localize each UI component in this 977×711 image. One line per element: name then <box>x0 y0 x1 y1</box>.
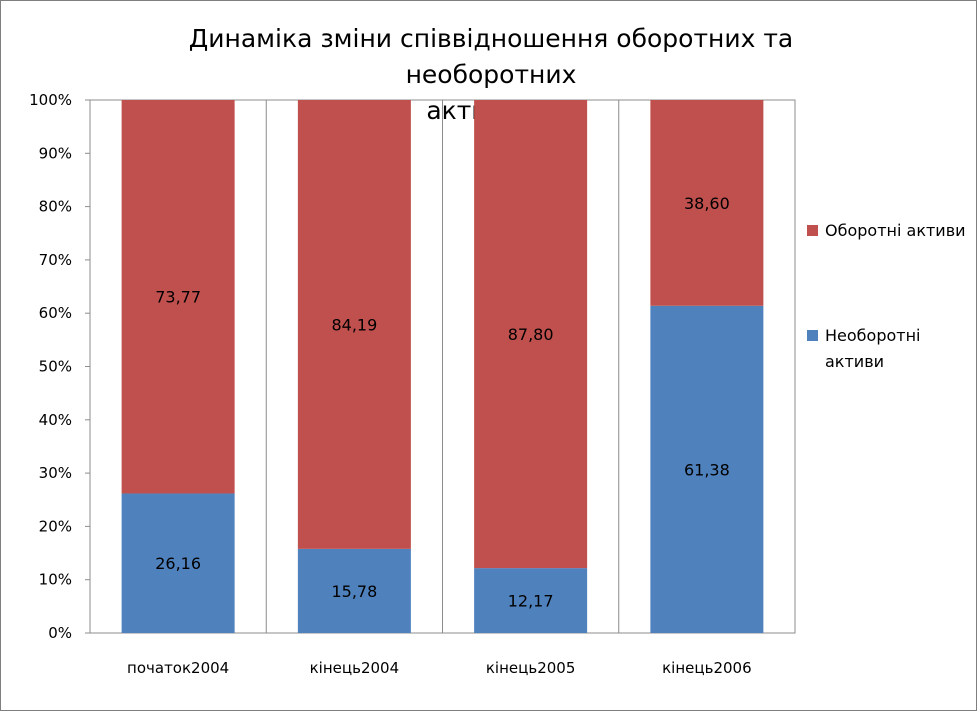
bar-segment <box>474 568 588 633</box>
data-label: 26,16 <box>155 554 201 573</box>
legend-label: Оборотні активи <box>825 221 966 240</box>
x-category-label: початок2004 <box>127 659 229 677</box>
y-tick-label: 40% <box>39 411 72 429</box>
legend-label: Необоротні <box>825 326 921 345</box>
legend-label: активи <box>825 352 884 371</box>
y-tick-label: 50% <box>39 358 72 376</box>
data-label: 15,78 <box>331 582 377 601</box>
y-tick-label: 0% <box>48 624 72 642</box>
chart-title-line-1: Динаміка зміни співвідношення оборотних … <box>188 24 794 89</box>
bar-segment <box>474 100 588 569</box>
y-tick-label: 60% <box>39 304 72 322</box>
x-category-label: кінець2005 <box>486 659 576 677</box>
y-tick-label: 20% <box>39 517 72 535</box>
bar-segment <box>121 100 235 494</box>
data-label: 87,80 <box>508 325 554 344</box>
legend-swatch <box>807 225 818 236</box>
bar-segment <box>297 548 411 633</box>
y-tick-label: 100% <box>29 91 72 109</box>
bar-segment <box>121 493 235 633</box>
x-category-label: кінець2004 <box>310 659 400 677</box>
legend-swatch <box>807 330 818 341</box>
bar-segment <box>650 100 764 306</box>
y-tick-label: 80% <box>39 198 72 216</box>
y-tick-label: 10% <box>39 571 72 589</box>
y-tick-label: 70% <box>39 251 72 269</box>
data-label: 12,17 <box>508 592 554 611</box>
y-tick-label: 30% <box>39 464 72 482</box>
data-label: 84,19 <box>331 315 377 334</box>
data-label: 61,38 <box>684 460 730 479</box>
data-label: 73,77 <box>155 288 201 307</box>
data-label: 38,60 <box>684 194 730 213</box>
bar-segment <box>297 100 411 549</box>
bar-segment <box>650 305 764 633</box>
x-category-label: кінець2006 <box>662 659 752 677</box>
y-tick-label: 90% <box>39 144 72 162</box>
